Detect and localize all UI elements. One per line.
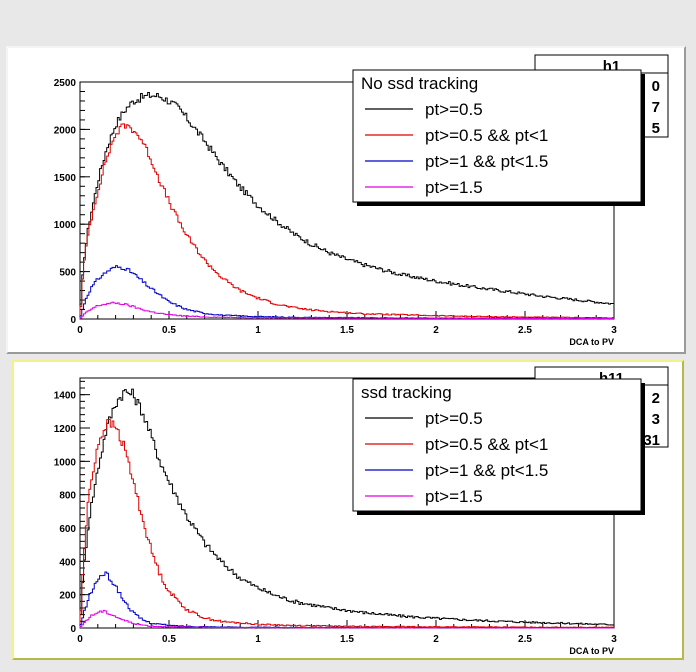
legend-title: No ssd tracking [361, 74, 478, 93]
series-line-4 [79, 301, 614, 320]
y-tick-label: 1000 [54, 457, 77, 468]
legend-entry-2: pt>=0.5 && pt<1 [425, 126, 548, 145]
x-axis-title: DCA to PV [569, 646, 614, 656]
stats-value: 0 [652, 78, 660, 95]
legend-entry-2: pt>=0.5 && pt<1 [425, 435, 548, 454]
legend-entry-3: pt>=1 && pt<1.5 [425, 152, 548, 171]
x-axis-title: DCA to PV [569, 337, 614, 347]
y-tick-label: 2500 [54, 78, 77, 89]
x-tick-label: 1.5 [340, 634, 354, 645]
x-tick-label: 1.5 [340, 325, 354, 336]
x-tick-label: 2.5 [518, 325, 532, 336]
stats-value: 5 [652, 120, 660, 137]
series-line-2 [79, 123, 614, 319]
legend-entry-3: pt>=1 && pt<1.5 [425, 461, 548, 480]
x-tick-label: 0.5 [162, 325, 176, 336]
x-tick-label: 0 [77, 325, 83, 336]
y-tick-label: 2000 [54, 125, 77, 136]
chart-2: 0 0.5 1 1.5 2 2.5 3 0 200 400 600 800 1000 1200 1400 DC… [54, 366, 669, 656]
y-tick-label: 1500 [54, 173, 77, 184]
x-tick-label: 1 [255, 634, 261, 645]
series-line-1 [79, 91, 614, 319]
x-tick-label: 0.5 [162, 634, 176, 645]
y-tick-label: 1200 [54, 424, 77, 435]
series-line-1 [79, 388, 614, 628]
legend-title: ssd tracking [361, 383, 452, 402]
y-tick-label: 800 [59, 491, 76, 502]
y-tick-label: 0 [70, 315, 76, 326]
x-tick-label: 0 [77, 634, 83, 645]
stats-value: 2 [652, 390, 660, 407]
x-tick-label: 2.5 [518, 634, 532, 645]
series-line-3 [79, 265, 614, 320]
stats-value: 3 [652, 411, 660, 428]
stats-value: 7 [652, 99, 660, 116]
chart-1: 0 0.5 1 1.5 2 2.5 3 0 500 1000 1500 2000 2500 DCA to … [54, 54, 669, 347]
y-tick-label: 400 [59, 557, 76, 568]
legend-entry-1: pt>=0.5 [425, 100, 483, 119]
y-tick-label: 200 [59, 591, 76, 602]
legend-entry-1: pt>=0.5 [425, 409, 483, 428]
y-tick-label: 1000 [54, 220, 77, 231]
legend-box[interactable] [352, 378, 642, 512]
x-tick-label: 3 [611, 634, 617, 645]
legend-entry-4: pt>=1.5 [425, 487, 483, 506]
legend-entry-4: pt>=1.5 [425, 178, 483, 197]
series-line-3 [79, 571, 614, 629]
y-tick-label: 0 [70, 624, 76, 635]
x-tick-label: 1 [255, 325, 261, 336]
y-tick-label: 1400 [54, 391, 77, 402]
series-line-2 [79, 418, 614, 629]
x-tick-label: 3 [611, 325, 617, 336]
legend-box[interactable] [352, 69, 642, 203]
x-tick-label: 2 [433, 325, 439, 336]
y-tick-label: 500 [59, 268, 76, 279]
stats-value: 31 [643, 432, 660, 449]
series-line-4 [79, 609, 614, 629]
x-tick-label: 2 [433, 634, 439, 645]
y-tick-label: 600 [59, 524, 76, 535]
